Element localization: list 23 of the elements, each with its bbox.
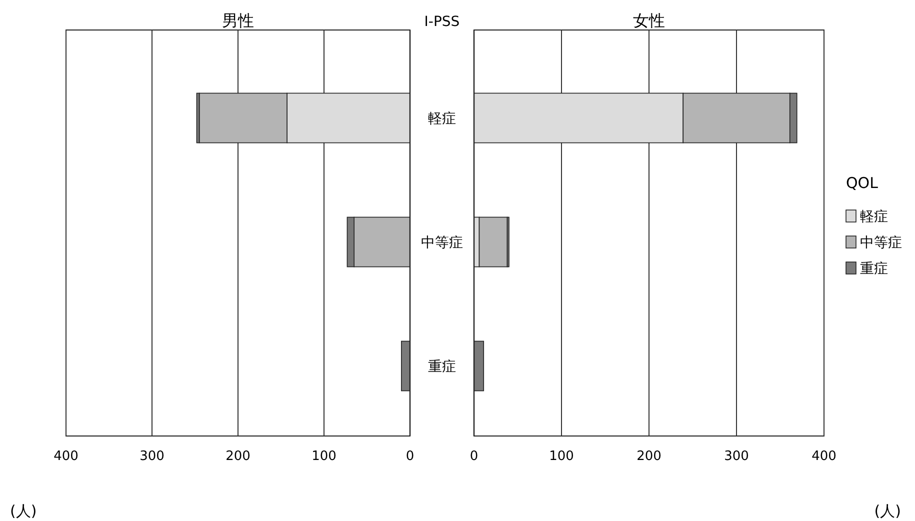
y-axis-title: I-PSS (424, 14, 460, 30)
chart-title: 男性 (222, 11, 254, 30)
text: (人) (10, 502, 37, 520)
x-tick-label: 0 (406, 449, 414, 464)
legend-label: 軽症 (860, 209, 888, 225)
x-tick-label: 300 (724, 449, 749, 464)
x-tick-label: 100 (549, 449, 574, 464)
x-tick-label: 0 (470, 449, 478, 464)
x-tick-label: 300 (140, 449, 164, 464)
y-tick-label: 中等症 (421, 235, 463, 251)
legend-label: 中等症 (860, 235, 902, 251)
text: (人) (874, 502, 901, 520)
legend-title: QOL (846, 174, 879, 192)
x-tick-label: 400 (54, 449, 78, 464)
bar (478, 216, 508, 268)
legend-label: 重症 (860, 261, 888, 277)
y-tick-label: 重症 (428, 359, 456, 375)
x-tick-label: 100 (312, 449, 336, 464)
x-tick-label: 200 (636, 449, 662, 464)
y-tick-label: 軽症 (428, 111, 456, 127)
chart-title: 女性 (633, 11, 665, 30)
x-tick-label: 200 (226, 449, 250, 464)
x-tick-label: 400 (812, 449, 836, 464)
